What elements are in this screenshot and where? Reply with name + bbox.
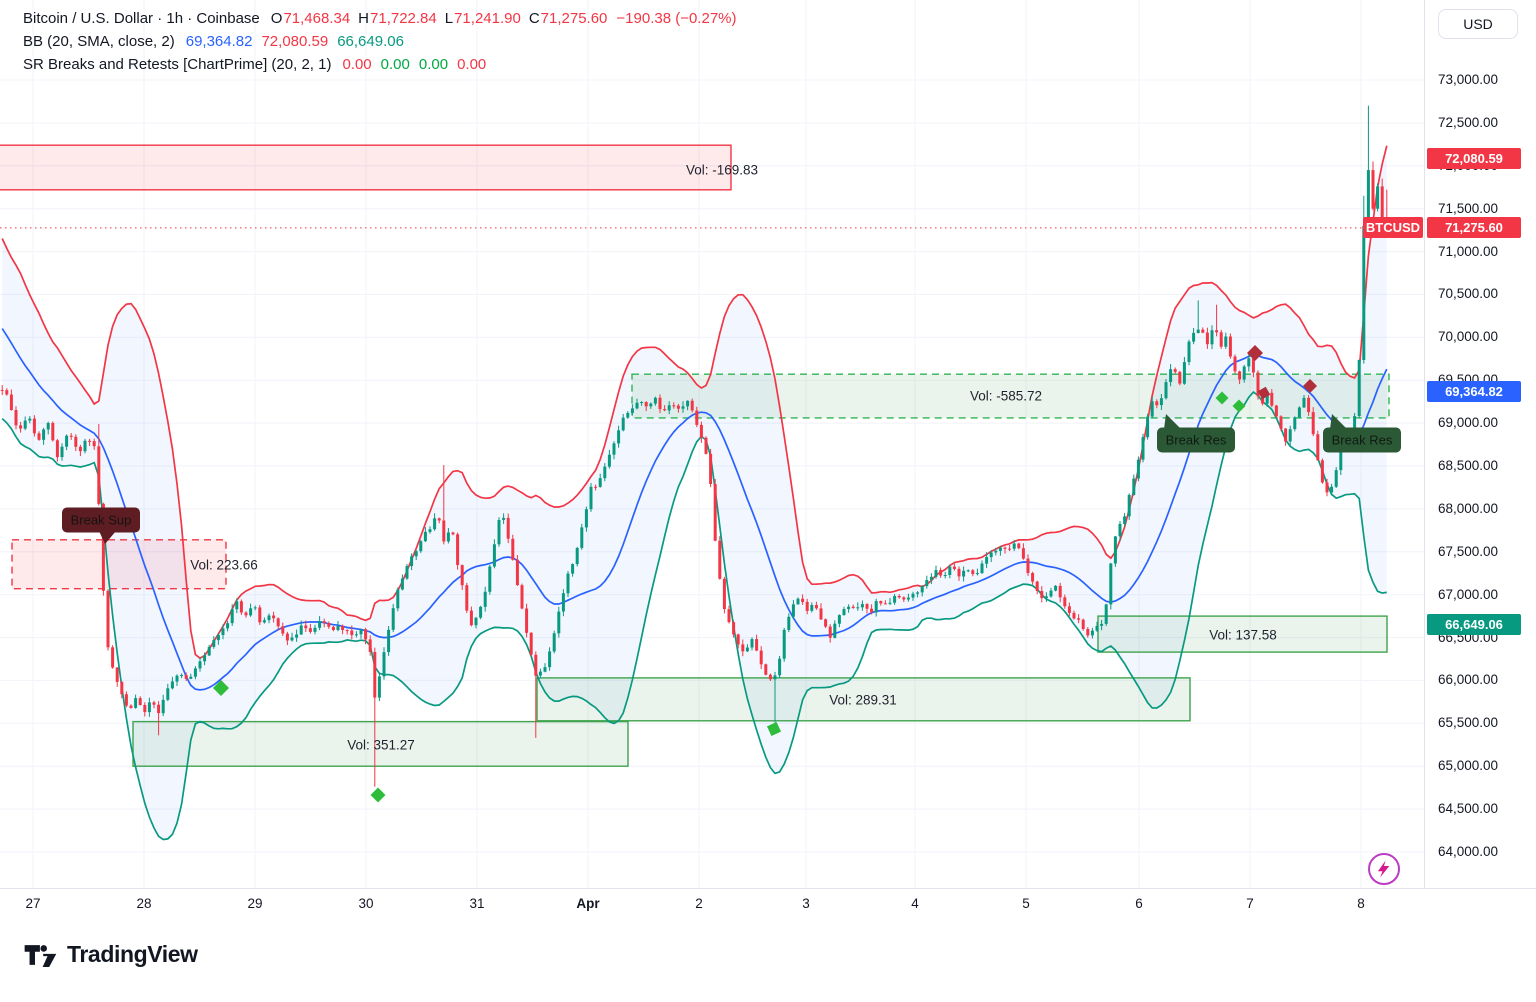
price-tick: 70,000.00 [1438,329,1499,345]
break-label-text: Break Res [1332,433,1393,448]
bb-lower-line [1,390,1387,841]
bollinger-bands [1,145,1388,841]
price-axis[interactable]: USD 73,000.0072,500.0072,000.0071,500.00… [1363,0,1536,888]
zone-volume-label: Vol: 223.66 [190,558,258,573]
time-tick: 6 [1135,896,1143,911]
time-tick: 29 [247,896,263,911]
zone-volume-label: Vol: -585.72 [970,389,1042,404]
bb-upper-line [1,145,1388,660]
green-diamond-icon [766,721,782,737]
break-label-bubbles: Break Sup Break Res Break Res [62,414,1401,544]
time-tick: 5 [1022,896,1030,911]
grid-lines [0,0,1424,888]
zone-volume-label: Vol: -169.83 [686,163,758,178]
time-tick: 27 [25,896,41,911]
bb-upper-price-label: 72,080.59 [1427,148,1521,170]
bb-lower-price-label: 66,649.06 [1427,614,1521,636]
tradingview-logo[interactable]: TradingView [24,941,198,968]
candles-layer [0,105,1389,787]
price-tick: 64,500.00 [1438,801,1499,817]
price-tick: 65,500.00 [1438,715,1499,731]
currency-toggle-button[interactable]: USD [1438,9,1518,39]
sr-zone [0,144,732,191]
flash-icon-button[interactable] [1368,853,1400,885]
zone-volume-label: Vol: 137.58 [1209,628,1277,643]
time-tick: 31 [469,896,485,911]
price-tick: 68,000.00 [1438,500,1499,516]
bb-basis-price-label: 69,364.82 [1427,381,1521,403]
green-diamond-icon [1215,391,1229,405]
red-diamond-icon [1303,379,1317,393]
sr-diamond-markers [213,345,1317,803]
break-label-text: Break Sup [71,513,132,528]
green-diamond-icon [370,787,386,803]
red-diamond-icon [1247,345,1263,361]
time-tick: 3 [802,896,810,911]
price-tick: 65,000.00 [1438,758,1499,774]
price-chart-canvas[interactable]: Vol: -169.83 Vol: 223.66 Vol: -585.72 Vol: … [0,0,1424,888]
bollinger-fill [2,145,1387,840]
last-price-label: 71,275.60 [1427,217,1521,239]
price-tick: 72,500.00 [1438,114,1499,130]
price-tick: 66,000.00 [1438,672,1499,688]
zone-volume-label: Vol: 289.31 [829,693,897,708]
sr-zone-labels: Vol: -169.83 Vol: 223.66 Vol: -585.72 Vol: … [190,163,1277,753]
red-diamond-icon [1257,386,1271,400]
time-tick: 28 [136,896,152,911]
price-tick: 73,000.00 [1438,72,1499,87]
price-tick: 69,000.00 [1438,415,1499,431]
zone-volume-label: Vol: 351.27 [347,738,415,753]
sr-zones-layer [0,144,1390,767]
time-axis[interactable]: 27 28 29 30 31 Apr 2 3 4 5 6 7 8 [0,888,1536,922]
tradingview-logo-icon [24,944,57,967]
time-tick: 7 [1246,896,1254,911]
time-tick: Apr [576,896,600,911]
price-tick: 71,500.00 [1438,200,1499,216]
price-tick: 70,500.00 [1438,286,1499,302]
symbol-tag-label: BTCUSD [1363,217,1423,239]
lightning-bolt-icon [1377,860,1390,878]
green-diamond-icon [1232,399,1246,413]
time-tick: 8 [1357,896,1365,911]
time-tick: 4 [911,896,919,911]
green-diamond-icon [213,680,229,696]
sr-zone [11,539,227,590]
bb-basis-line [1,328,1388,691]
tradingview-logo-text: TradingView [67,941,198,967]
price-tick: 68,500.00 [1438,458,1499,473]
time-tick: 2 [695,896,703,911]
sr-zone [536,677,1191,722]
price-tick: 67,000.00 [1438,586,1499,602]
price-tick: 64,000.00 [1438,844,1499,859]
sr-zone [1097,615,1388,653]
price-tick: 67,500.00 [1438,543,1499,559]
price-tick: 71,000.00 [1438,243,1499,259]
time-tick: 30 [358,896,374,911]
break-label-text: Break Res [1166,433,1227,448]
